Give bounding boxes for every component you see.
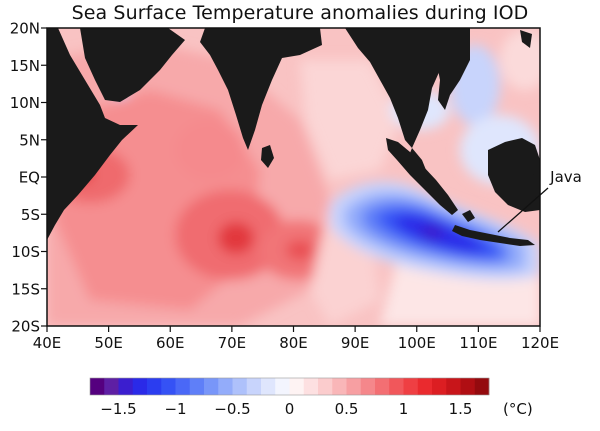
colorbar-frame (89, 377, 490, 396)
colorbar-swatch (204, 378, 219, 395)
x-tick-label: 90E (341, 334, 370, 352)
sumatra-landmass (386, 138, 458, 215)
colorbar-tick-label: 0 (285, 400, 295, 418)
colorbar-swatch (246, 378, 262, 395)
y-tick-label: 15S (11, 280, 40, 298)
java-annotation: Java (549, 168, 582, 186)
colorbar (89, 377, 490, 396)
colorbar-swatch (218, 378, 233, 395)
land-masses (47, 28, 540, 246)
colorbar-tick-label: −1.5 (100, 400, 136, 418)
colorbar-swatch (389, 378, 404, 395)
y-tick-label: 10N (10, 94, 40, 112)
colorbar-swatch (90, 378, 105, 395)
colorbar-swatch (147, 378, 162, 395)
india-landmass (200, 28, 322, 150)
colorbar-swatch (232, 378, 248, 395)
x-tick-label: 40E (33, 334, 62, 352)
y-tick-label: 5N (19, 131, 40, 149)
y-tick-label: 20S (11, 318, 40, 336)
se-asia-landmass (345, 28, 460, 148)
colorbar-tick-label: −0.5 (214, 400, 250, 418)
colorbar-swatch (446, 378, 461, 395)
x-tick-label: 60E (156, 334, 185, 352)
y-tick-label: EQ (19, 169, 40, 187)
arabia-landmass (80, 28, 185, 102)
x-tick-label: 110E (459, 334, 497, 352)
colorbar-swatch (474, 378, 490, 395)
colorbar-swatch (332, 378, 347, 395)
colorbar-swatch (189, 378, 205, 395)
x-tick-label: 120E (521, 334, 559, 352)
colorbar-swatch (403, 378, 419, 395)
colorbar-tick-label: −1 (164, 400, 186, 418)
colorbar-swatch (375, 378, 390, 395)
colorbar-swatch (118, 378, 134, 395)
colorbar-swatch (132, 378, 148, 395)
x-tick-label: 100E (398, 334, 436, 352)
colorbar-swatch (261, 378, 276, 395)
colorbar-labels: −1.5 −1 −0.5 0 0.5 1 1.5 (°C) (100, 400, 532, 418)
colorbar-swatch (275, 378, 290, 395)
colorbar-swatch (460, 378, 476, 395)
borneo-landmass (488, 138, 540, 212)
colorbar-swatch (432, 378, 447, 395)
colorbar-tick-label: 0.5 (335, 400, 359, 418)
colorbar-unit: (°C) (503, 400, 533, 418)
colorbar-tick-label: 1 (399, 400, 409, 418)
colorbar-swatch (303, 378, 319, 395)
x-tick-label: 70E (218, 334, 247, 352)
colorbar-tick-label: 1.5 (449, 400, 473, 418)
y-tick-label: 15N (10, 57, 40, 75)
x-tick-label: 50E (94, 334, 123, 352)
y-tick-label: 5S (21, 206, 40, 224)
x-tick-label: 80E (279, 334, 308, 352)
africa-landmass (47, 28, 138, 240)
colorbar-swatch (104, 378, 119, 395)
colorbar-swatch (417, 378, 433, 395)
y-axis: 20N 15N 10N 5N EQ 5S 10S 15S 20S (10, 20, 47, 336)
java-landmass (452, 225, 535, 246)
colorbar-swatch (161, 378, 176, 395)
y-tick-label: 10S (11, 243, 40, 261)
chart-title: Sea Surface Temperature anomalies during… (71, 2, 529, 24)
colorbar-swatch (289, 378, 305, 395)
colorbar-swatch (175, 378, 191, 395)
colorbar-swatch (318, 378, 333, 395)
sri-lanka-landmass (261, 145, 274, 168)
colorbar-swatch (360, 378, 376, 395)
colorbar-swatch (346, 378, 362, 395)
java-leader-line (497, 187, 549, 233)
y-tick-label: 20N (10, 20, 40, 38)
x-axis: 40E 50E 60E 70E 80E 90E 100E 110E 120E (33, 326, 559, 352)
